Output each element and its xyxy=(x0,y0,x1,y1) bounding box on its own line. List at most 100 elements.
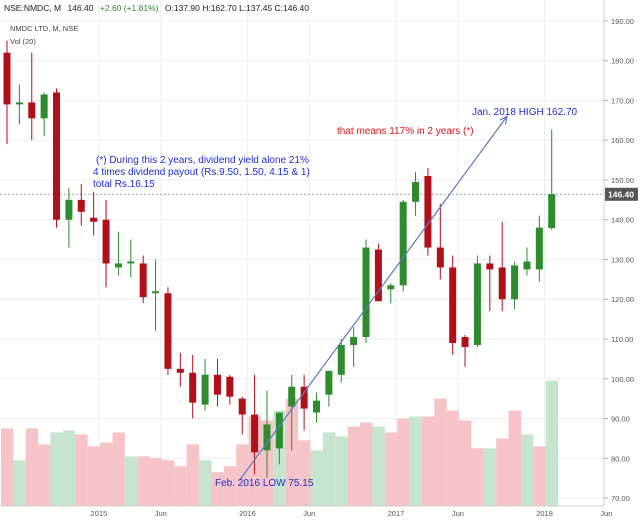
price-tick-label: 90.00 xyxy=(611,415,630,424)
price-tick-label: 80.00 xyxy=(611,454,630,463)
price-change: +2.60 (+1.81%) xyxy=(100,3,159,13)
price-tick-label: 130.00 xyxy=(611,255,634,264)
price-tick-label: 110.00 xyxy=(611,335,633,344)
volume-bar xyxy=(397,418,410,506)
symbol-line: NSE:NMDC, M xyxy=(4,3,61,13)
price-tick-label: 140.00 xyxy=(611,216,634,225)
trend-group xyxy=(239,115,508,480)
candle-body xyxy=(102,219,110,264)
candle-body xyxy=(164,293,172,369)
price-tick-label: 70.00 xyxy=(611,494,630,503)
volume-bar xyxy=(483,448,497,506)
candle-body xyxy=(201,374,209,405)
price-tick-label: 100.00 xyxy=(611,375,634,384)
candle-body xyxy=(176,368,184,373)
candle-body xyxy=(362,247,370,338)
candle-body xyxy=(374,249,382,302)
candle-body xyxy=(213,374,221,395)
price-tick-label: 160.00 xyxy=(611,136,634,145)
volume-bar xyxy=(322,432,336,506)
volume-indicator-label[interactable]: Vol (20) xyxy=(10,37,36,46)
trend-arrowhead xyxy=(499,115,508,125)
volume-bar xyxy=(520,434,534,506)
candle-body xyxy=(313,400,320,413)
price-tick-label: 190.00 xyxy=(611,17,634,26)
volume-bar xyxy=(161,460,175,506)
candle-body xyxy=(412,181,420,202)
trend-line[interactable] xyxy=(239,115,508,480)
price-axis-ticks: 190.00 180.00 170.00 160.00 150.00 140.00 130.… xyxy=(604,17,634,503)
candle-body xyxy=(498,267,506,300)
candle-body xyxy=(40,94,48,119)
candle-body xyxy=(399,201,407,286)
volume-bar xyxy=(211,472,224,506)
candle-body xyxy=(337,344,345,375)
volume-bar xyxy=(347,426,361,506)
candle-body xyxy=(275,412,283,449)
candle-body xyxy=(90,217,98,222)
candle-body xyxy=(350,337,358,345)
time-tick-label: 2018 xyxy=(536,509,553,518)
last-price-tag: 146.40 xyxy=(605,187,638,201)
volume-bars xyxy=(1,380,559,506)
candle-body xyxy=(65,199,73,220)
candle-body xyxy=(449,267,457,343)
dividend-note-line2: 4 times dividend payout (Rs.9.50, 1.50, … xyxy=(93,167,310,178)
high-annotation: Jan. 2018 HIGH 162.70 xyxy=(472,107,578,118)
last-price-tag-label: 146.40 xyxy=(608,189,634,199)
candle-body xyxy=(548,194,556,229)
time-tick-label: 2017 xyxy=(388,509,405,518)
candle-body xyxy=(3,52,11,105)
candle-body xyxy=(325,370,333,395)
chart-subtitle: NMDC LTD, M, NSE xyxy=(10,24,78,33)
candle-body xyxy=(152,291,160,294)
time-tick-label: Jun xyxy=(452,509,464,518)
volume-bar xyxy=(236,444,249,506)
volume-bar xyxy=(545,380,559,506)
low-annotation: Feb. 2016 LOW 75.15 xyxy=(215,478,314,489)
volume-bar xyxy=(409,416,422,506)
ohlc-values: O:137.90 H:162.70 L:137.45 C:146.40 xyxy=(165,3,309,13)
volume-bar xyxy=(285,398,299,506)
volume-bar xyxy=(508,410,521,506)
candle-body xyxy=(251,414,259,453)
time-axis-panel[interactable] xyxy=(0,506,604,522)
time-tick-label: Jun xyxy=(303,509,315,518)
candle-body xyxy=(511,265,519,300)
volume-bar xyxy=(50,432,63,506)
time-tick-label: Jun xyxy=(600,509,612,518)
volume-bar xyxy=(38,444,51,506)
volume-bar xyxy=(335,436,348,506)
volume-bar xyxy=(124,456,138,506)
price-tick-label: 170.00 xyxy=(611,96,634,105)
dividend-note-line3: total Rs.16.15 xyxy=(93,179,155,190)
header-line: NSE:NMDC, M 146.40 +2.60 (+1.81%) O:137.… xyxy=(4,3,309,13)
volume-bar xyxy=(137,456,150,506)
price-axis-panel[interactable] xyxy=(604,0,640,506)
candle-body xyxy=(53,92,61,220)
candle-body xyxy=(189,372,197,403)
volume-bar xyxy=(100,442,113,506)
candle-body xyxy=(263,424,271,451)
volume-bar xyxy=(298,440,311,506)
price-tick-label: 120.00 xyxy=(611,295,634,304)
candle-body xyxy=(139,263,147,298)
price-tick-label: 180.00 xyxy=(611,57,634,66)
last-price-value: 146.40 xyxy=(68,3,94,13)
volume-bar xyxy=(434,398,447,506)
candle-body xyxy=(523,261,531,270)
volume-bar xyxy=(186,444,200,506)
volume-bar xyxy=(199,460,212,506)
candle-body xyxy=(28,102,36,119)
candle-body xyxy=(238,398,246,415)
volume-bar xyxy=(471,448,484,506)
volume-bar xyxy=(13,460,26,506)
volume-bar xyxy=(112,432,125,506)
volume-bar xyxy=(459,420,472,506)
candles xyxy=(3,40,556,478)
candle-body xyxy=(424,175,432,248)
time-tick-label: 2016 xyxy=(239,509,256,518)
